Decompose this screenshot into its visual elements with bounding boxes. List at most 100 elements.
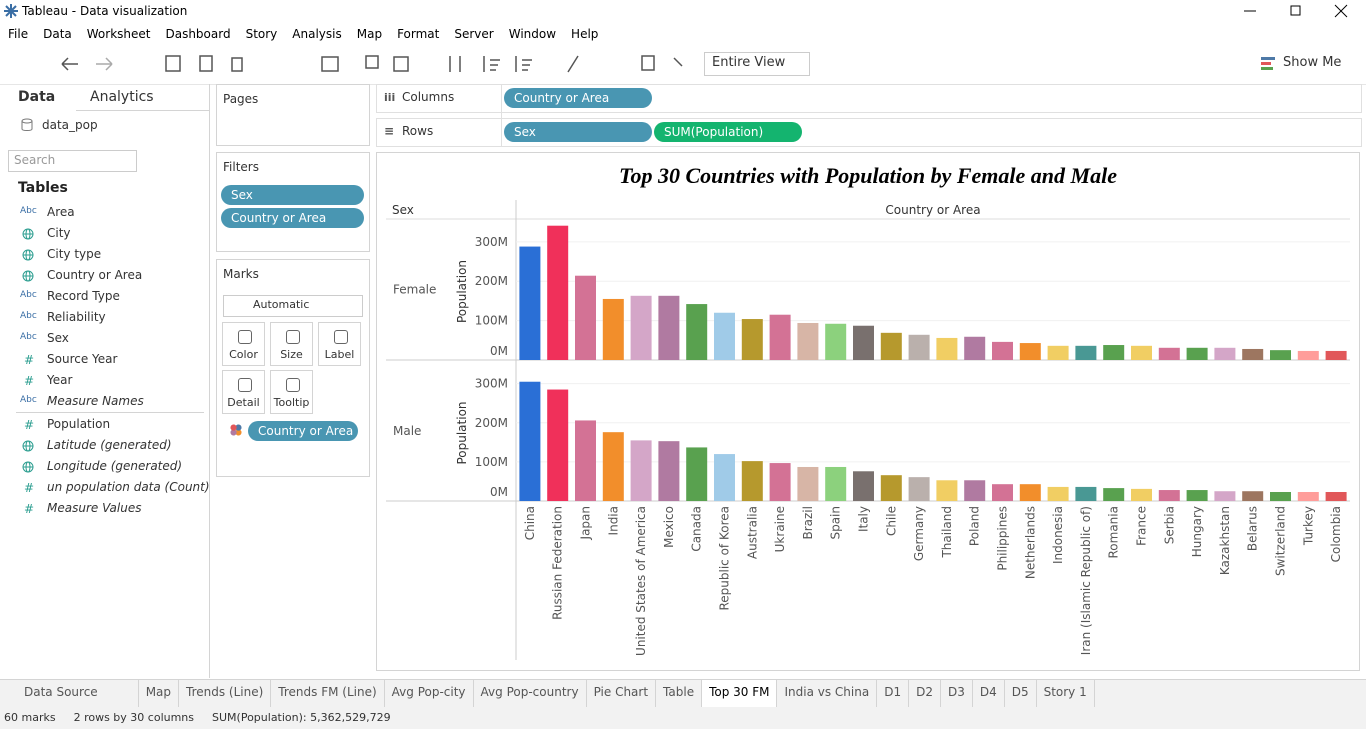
sheet-tab[interactable]: Pie Chart — [587, 680, 657, 707]
y-tick-label: 200M — [475, 416, 508, 430]
data-tab[interactable]: Data — [18, 89, 56, 105]
menu-item[interactable]: Server — [454, 27, 494, 41]
shelf-pill[interactable]: SUM(Population) — [654, 122, 802, 142]
bar — [936, 480, 958, 501]
menu-item[interactable]: Map — [356, 27, 383, 41]
field[interactable]: Record Type — [47, 289, 120, 303]
pages-title: Pages — [223, 92, 259, 106]
marks-button-label[interactable]: Tooltip — [273, 396, 310, 409]
sheet-tab[interactable]: Top 30 FM — [702, 680, 778, 707]
x-tick-label: Brazil — [801, 506, 815, 540]
field[interactable]: Longitude (generated) — [47, 459, 183, 473]
field-type: # — [24, 353, 35, 367]
data-source[interactable]: data_pop — [42, 118, 98, 132]
app-icon — [4, 4, 18, 18]
toolbar-icons[interactable] — [10, 52, 700, 76]
sheet-tab[interactable]: Table — [656, 680, 703, 707]
y-axis-label: Population — [455, 401, 469, 464]
menu-item[interactable]: Help — [571, 27, 599, 41]
sheet-tab[interactable]: Data Source — [0, 680, 139, 707]
field[interactable]: Latitude (generated) — [47, 438, 172, 452]
menu-item[interactable]: Data — [43, 27, 72, 41]
status-item: 60 marks — [4, 711, 56, 724]
filter-pill[interactable]: Country or Area — [221, 208, 364, 228]
marks-pill[interactable]: Country or Area — [248, 421, 358, 441]
x-tick-label: Hungary — [1190, 506, 1204, 557]
sheet-tab[interactable]: Story 1 — [1037, 680, 1095, 707]
bar — [519, 381, 541, 501]
field-type: Abc — [20, 290, 37, 300]
menu-item[interactable]: File — [8, 27, 29, 41]
y-tick-label: 100M — [475, 314, 508, 328]
mark-type[interactable]: Automatic — [253, 298, 310, 311]
sheet-tab[interactable]: D5 — [1005, 680, 1037, 707]
sheet-tab[interactable]: D4 — [973, 680, 1005, 707]
chart-title: Top 30 Countries with Population by Fema… — [619, 163, 1117, 188]
bar — [630, 295, 652, 360]
field[interactable]: Sex — [47, 331, 69, 345]
marks-button[interactable]: Label — [318, 322, 361, 366]
shelf-pill[interactable]: Sex — [504, 122, 652, 142]
menu-item[interactable]: Worksheet — [86, 27, 151, 41]
sheet-tab[interactable]: Avg Pop-city — [385, 680, 474, 707]
sheet-tab[interactable]: Trends (Line) — [179, 680, 272, 707]
menu-item[interactable]: Story — [245, 27, 278, 41]
mark-type-dropdown[interactable] — [223, 295, 363, 317]
menu-item[interactable]: Dashboard — [165, 27, 231, 41]
marks-button[interactable]: Detail — [222, 370, 265, 414]
field[interactable]: Country or Area — [47, 268, 143, 282]
field[interactable]: Measure Values — [47, 501, 142, 515]
x-tick-label: Japan — [579, 506, 593, 540]
x-tick-label: Romania — [1107, 506, 1121, 558]
sheet-tab[interactable]: D3 — [941, 680, 973, 707]
marks-button-icon — [286, 378, 300, 392]
window-controls[interactable] — [1230, 0, 1366, 22]
row-label: Male — [393, 424, 421, 438]
analytics-tab[interactable]: Analytics — [90, 89, 154, 105]
marks-button[interactable]: Tooltip — [270, 370, 313, 414]
shelf-pill[interactable]: Country or Area — [504, 88, 652, 108]
menu-item[interactable]: Format — [397, 27, 440, 41]
field[interactable]: Population — [47, 417, 111, 431]
sheet-tab[interactable]: D2 — [909, 680, 941, 707]
marks-button-label[interactable]: Size — [280, 348, 303, 361]
menu-item[interactable]: Window — [508, 27, 557, 41]
marks-button-label[interactable]: Color — [229, 348, 258, 361]
filter-pill[interactable]: Sex — [221, 185, 364, 205]
field[interactable]: un population data (Count) — [47, 480, 210, 494]
marks-button[interactable]: Color — [222, 322, 265, 366]
bar — [880, 475, 902, 501]
status-item: 2 rows by 30 columns — [73, 711, 195, 724]
field[interactable]: Area — [47, 205, 75, 219]
sheet-tab[interactable]: India vs China — [777, 680, 878, 707]
field[interactable]: Source Year — [47, 352, 118, 366]
fit-label[interactable]: Entire View — [712, 55, 786, 70]
bar — [686, 304, 708, 360]
show-me-icon[interactable] — [1260, 55, 1276, 71]
field[interactable]: Reliability — [47, 310, 106, 324]
show-me[interactable]: Show Me — [1283, 55, 1342, 70]
sheet-tab[interactable]: D1 — [877, 680, 910, 707]
geo-icon — [22, 461, 34, 473]
bar — [1242, 348, 1264, 360]
field[interactable]: City — [47, 226, 71, 240]
search-box[interactable] — [8, 150, 137, 172]
field[interactable]: Year — [47, 373, 73, 387]
marks-button-label[interactable]: Label — [324, 348, 355, 361]
field[interactable]: Measure Names — [47, 394, 144, 408]
x-tick-label: Russian Federation — [551, 506, 565, 620]
search-placeholder[interactable]: Search — [14, 153, 56, 167]
field[interactable]: City type — [47, 247, 102, 261]
x-tick-label: United States of America — [634, 506, 648, 656]
sheet-tab[interactable]: Trends FM (Line) — [271, 680, 385, 707]
menu-item[interactable]: Analysis — [292, 27, 342, 41]
columns-label: Columns — [402, 90, 455, 104]
x-tick-label: Germany — [912, 506, 926, 561]
sheet-tab[interactable]: Map — [139, 680, 180, 707]
bar — [1270, 492, 1291, 501]
field-type: # — [24, 374, 35, 388]
sheet-tab[interactable]: Avg Pop-country — [474, 680, 587, 707]
marks-button[interactable]: Size — [270, 322, 313, 366]
marks-button-label[interactable]: Detail — [227, 396, 260, 409]
fit-dropdown[interactable] — [704, 52, 810, 76]
